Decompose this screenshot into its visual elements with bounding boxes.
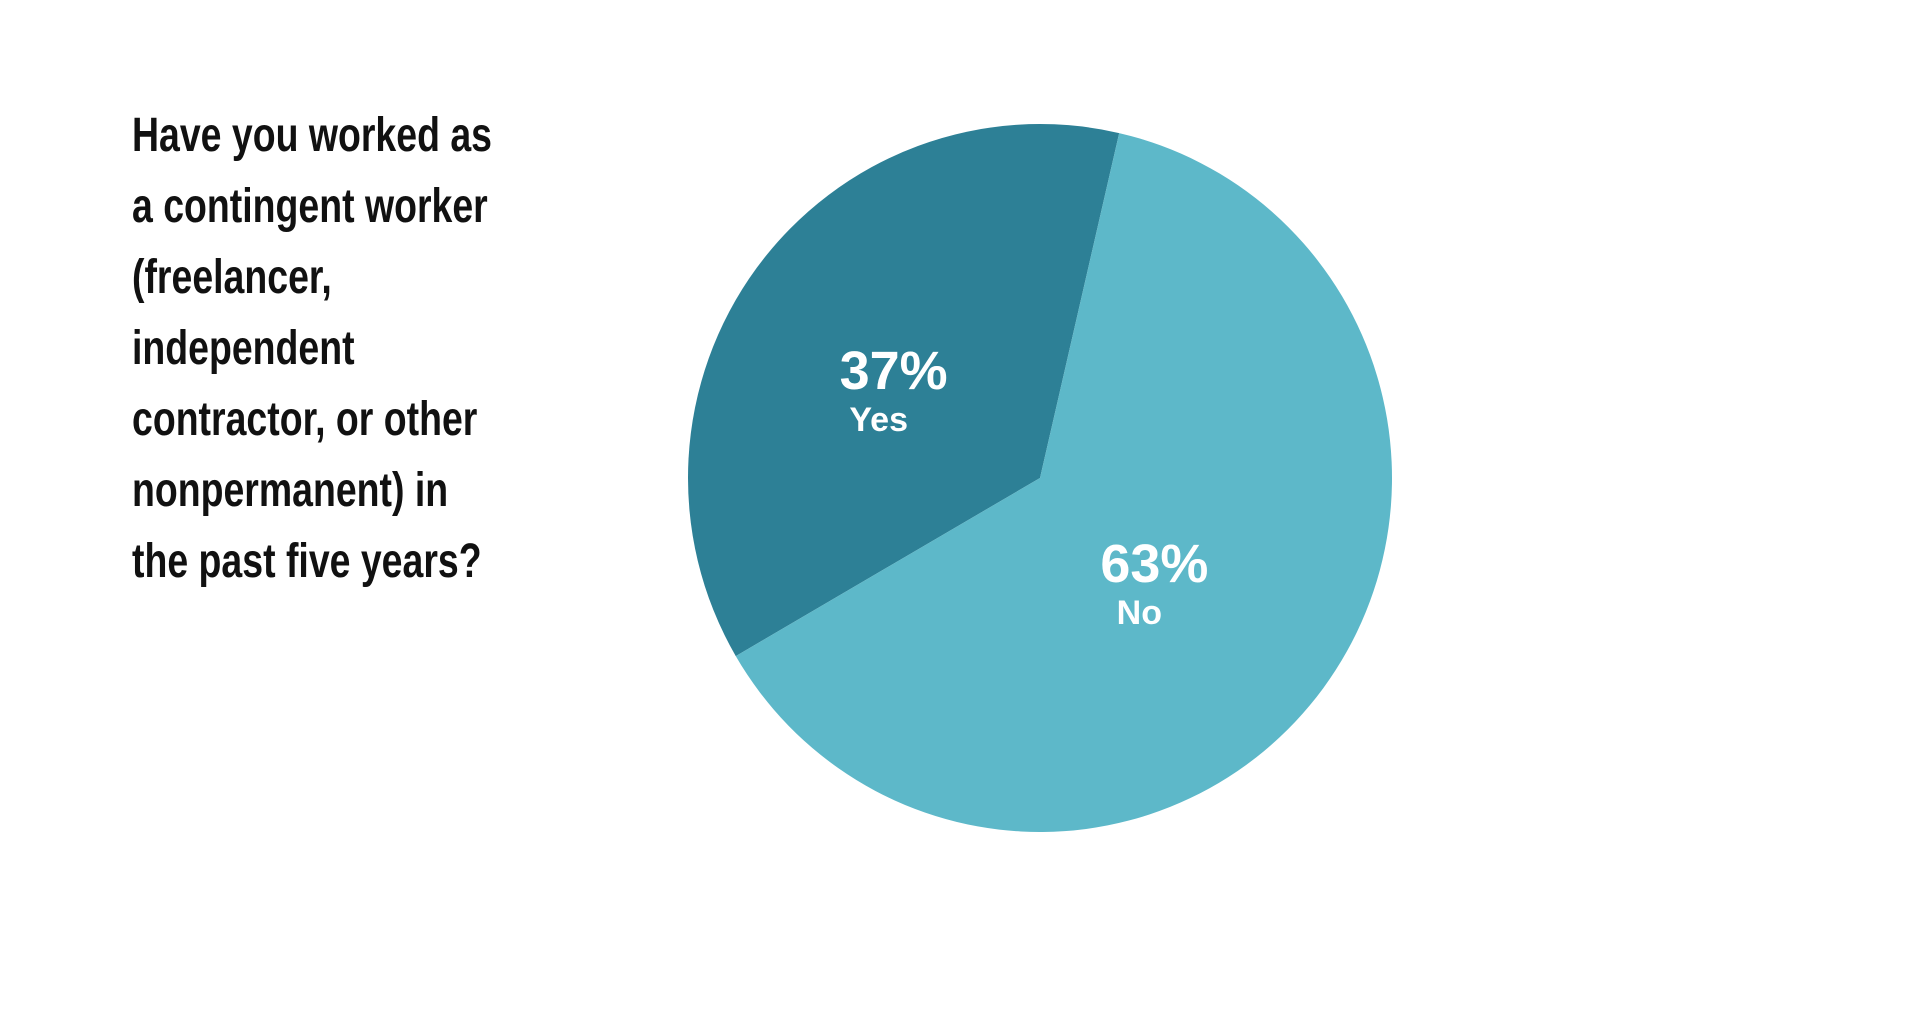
pie-slice-yes <box>688 123 1120 657</box>
slice-label-no: No <box>1117 594 1162 632</box>
pie-labels: 37%Yes 63%No <box>840 341 1209 632</box>
pie-slice-no <box>735 133 1393 832</box>
slice-label-yes: Yes <box>849 401 908 439</box>
slice-percent-no: 63% <box>1100 534 1208 594</box>
pie-slices <box>688 123 1393 832</box>
slice-percent-yes: 37% <box>840 341 948 401</box>
chart-title: Have you worked as a contingent worker (… <box>132 109 492 588</box>
